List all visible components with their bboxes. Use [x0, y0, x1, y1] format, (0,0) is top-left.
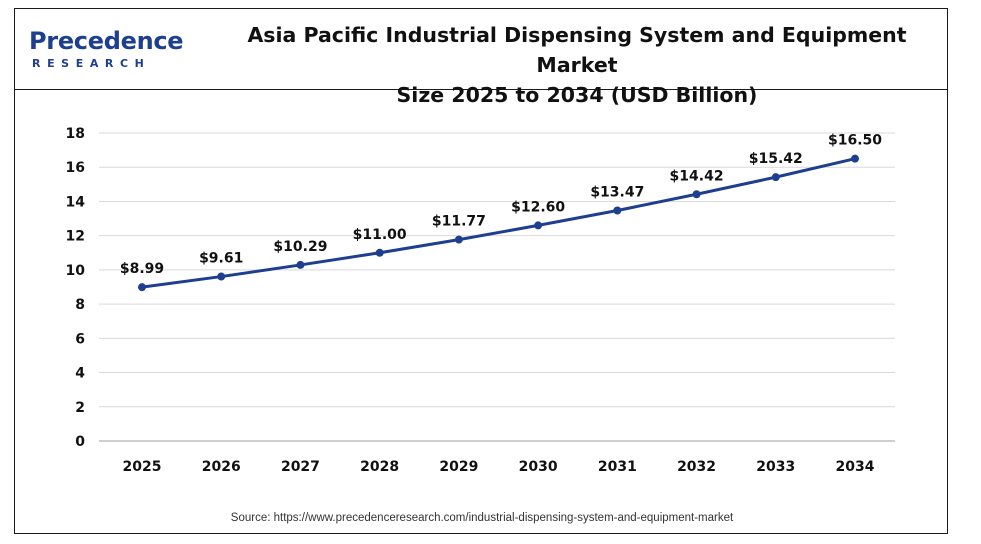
data-label-2032: $14.42: [670, 168, 724, 184]
data-label-2034: $16.50: [828, 133, 882, 149]
data-label-2026: $9.61: [199, 251, 243, 267]
x-tick-label-2029: 2029: [439, 459, 478, 475]
data-point-2033: [771, 173, 780, 182]
data-point-2032: [692, 190, 701, 199]
series-line: [141, 157, 856, 289]
y-tick-label-4: 4: [75, 366, 85, 382]
data-point-2034: [851, 154, 859, 163]
data-point-2030: [534, 221, 543, 230]
chart-header: Precedence RESEARCH Asia Pacific Industr…: [15, 9, 947, 107]
x-tick-label-2026: 2026: [202, 459, 241, 475]
x-tick-label-2034: 2034: [836, 459, 875, 475]
chart-title-line1: Asia Pacific Industrial Dispensing Syste…: [247, 23, 907, 77]
x-tick-label-2027: 2027: [281, 459, 320, 475]
data-point-2031: [613, 206, 622, 215]
data-label-2028: $11.00: [353, 227, 407, 243]
chart-frame: Precedence RESEARCH Asia Pacific Industr…: [14, 8, 948, 534]
data-label-2033: $15.42: [749, 151, 803, 167]
source-note: Source: https://www.precedenceresearch.c…: [230, 512, 734, 524]
y-tick-label-16: 16: [66, 160, 85, 176]
data-label-2025: $8.99: [120, 261, 164, 277]
line-chart: 0 2 4 6 8 10 12 14 16 18 2025 2026 2027 2028 2029 2030 2…: [66, 126, 895, 475]
data-label-2031: $13.47: [590, 185, 644, 201]
x-tick-label-2031: 2031: [598, 459, 637, 475]
brand-logo: Precedence RESEARCH: [29, 27, 184, 73]
data-point-2026: [217, 272, 226, 281]
x-tick-label-2028: 2028: [360, 459, 399, 475]
data-point-2028: [375, 248, 384, 257]
y-tick-label-0: 0: [75, 434, 85, 450]
data-point-2027: [296, 260, 305, 269]
chart-title-line2: Size 2025 to 2034 (USD Billion): [396, 83, 758, 107]
data-point-2029: [454, 235, 463, 244]
brand-sub: RESEARCH: [32, 57, 151, 70]
x-tick-label-2033: 2033: [756, 459, 795, 475]
data-point-2025: [138, 283, 146, 292]
y-tick-label-18: 18: [66, 126, 85, 142]
y-tick-label-12: 12: [66, 229, 85, 245]
y-tick-label-14: 14: [66, 194, 86, 210]
x-tick-label-2032: 2032: [677, 459, 716, 475]
y-tick-label-2: 2: [75, 400, 85, 416]
chart-title: Asia Pacific Industrial Dispensing Syste…: [215, 20, 939, 110]
data-label-2027: $10.29: [273, 239, 327, 255]
y-tick-label-8: 8: [75, 297, 85, 313]
data-label-2029: $11.77: [432, 214, 486, 230]
y-tick-label-10: 10: [66, 263, 86, 279]
y-tick-label-6: 6: [75, 331, 85, 347]
x-tick-label-2030: 2030: [519, 459, 558, 475]
data-label-2030: $12.60: [511, 199, 565, 215]
x-tick-label-2025: 2025: [123, 459, 162, 475]
brand-name: Precedence: [29, 27, 184, 55]
